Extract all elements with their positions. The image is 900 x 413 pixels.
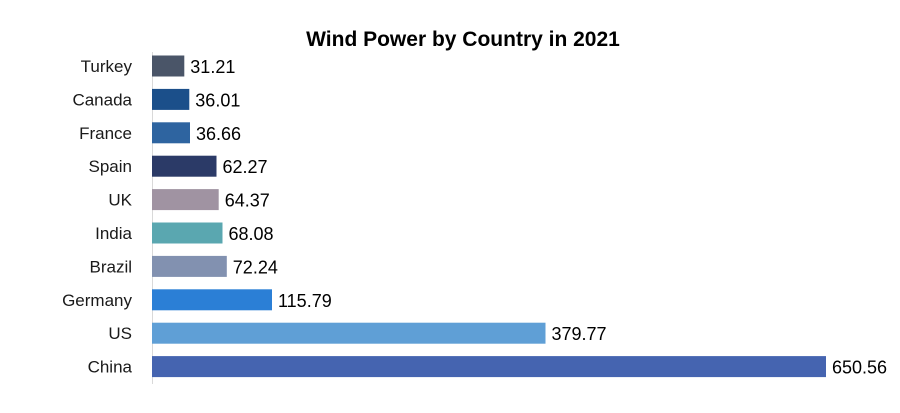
category-label-germany: Germany xyxy=(62,291,132,310)
category-label-canada: Canada xyxy=(72,90,132,109)
value-label-canada: 36.01 xyxy=(195,90,240,110)
bar-brazil xyxy=(152,255,227,277)
bar-germany xyxy=(152,289,272,311)
bar-us xyxy=(152,322,546,344)
bar-canada xyxy=(152,88,190,110)
bar-india xyxy=(152,222,223,244)
value-label-germany: 115.79 xyxy=(278,291,332,311)
category-label-us: US xyxy=(108,324,132,343)
category-label-india: India xyxy=(95,224,132,243)
bar-france xyxy=(152,122,190,144)
value-label-uk: 64.37 xyxy=(225,191,270,211)
value-label-spain: 62.27 xyxy=(223,157,268,177)
bar-uk xyxy=(152,189,219,211)
bar-turkey xyxy=(152,55,185,77)
bar-china xyxy=(152,356,826,378)
bar-spain xyxy=(152,155,217,177)
category-label-france: France xyxy=(79,124,132,143)
value-label-china: 650.56 xyxy=(832,358,887,378)
bars-group xyxy=(152,55,826,378)
value-label-brazil: 72.24 xyxy=(233,257,278,277)
value-label-turkey: 31.21 xyxy=(190,57,235,77)
chart-title: Wind Power by Country in 2021 xyxy=(306,28,620,51)
category-label-brazil: Brazil xyxy=(89,257,132,276)
category-label-turkey: Turkey xyxy=(81,57,133,76)
value-label-india: 68.08 xyxy=(229,224,274,244)
value-label-france: 36.66 xyxy=(196,124,241,144)
category-label-uk: UK xyxy=(108,191,132,210)
value-label-us: 379.77 xyxy=(552,324,607,344)
category-label-spain: Spain xyxy=(89,157,132,176)
category-labels-group: Turkey Canada France Spain UK India Brazil Germ… xyxy=(62,57,133,377)
value-labels-group: 31.21 36.01 36.66 62.27 64.37 68.08 72.24115.7… xyxy=(190,57,887,378)
category-label-china: China xyxy=(88,358,133,377)
